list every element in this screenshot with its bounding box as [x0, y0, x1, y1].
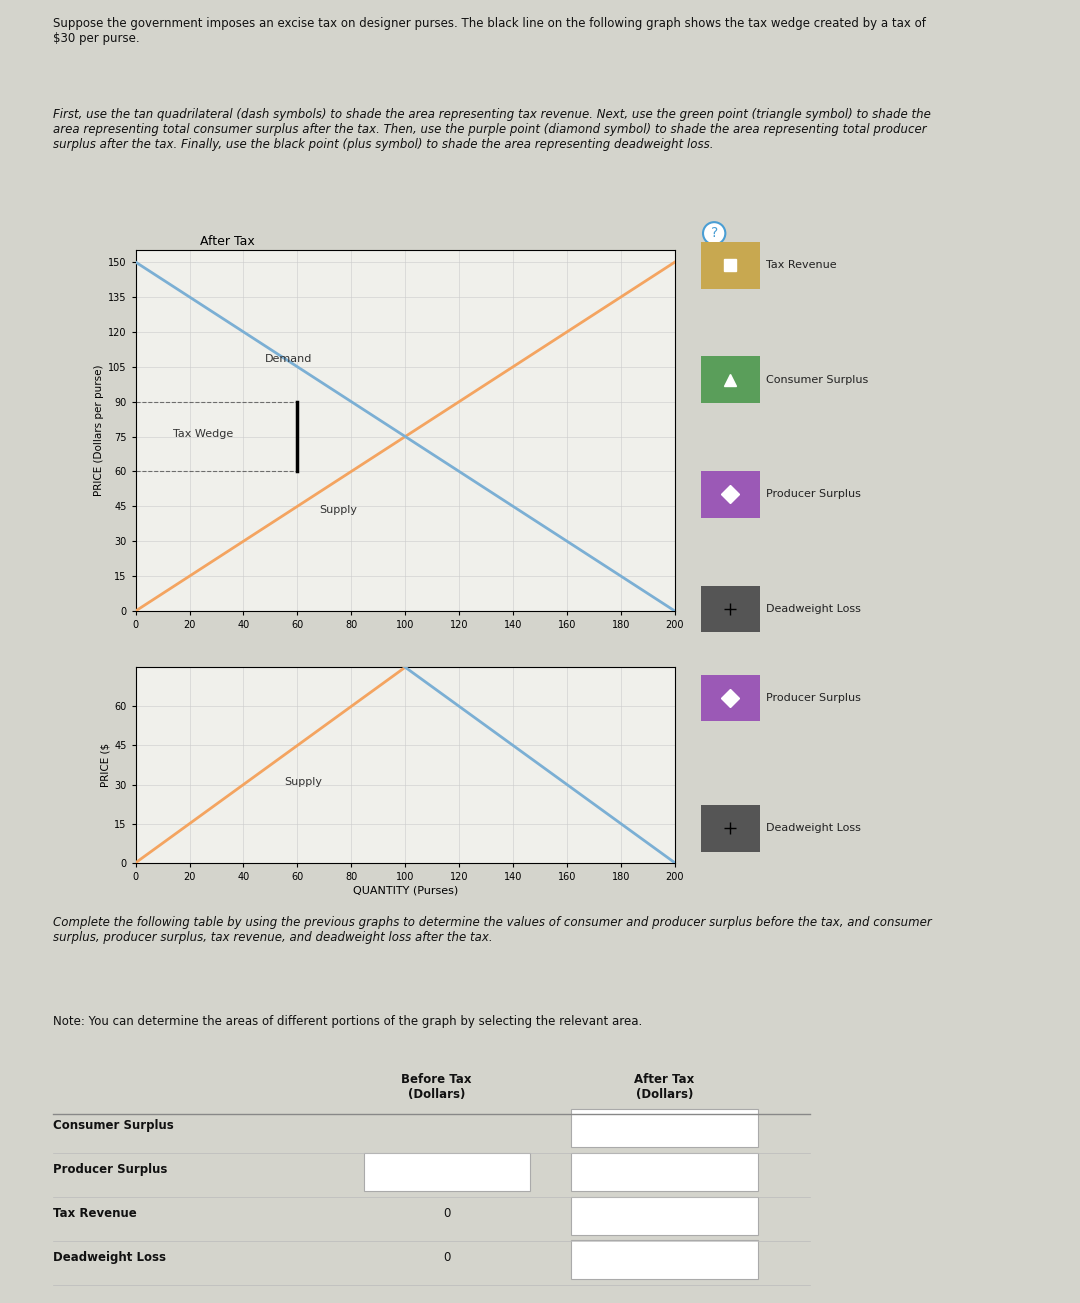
Text: Consumer Surplus: Consumer Surplus	[766, 375, 867, 384]
Text: Tax Wedge: Tax Wedge	[174, 429, 233, 439]
Text: 0: 0	[443, 1207, 450, 1220]
FancyBboxPatch shape	[571, 1240, 758, 1278]
Text: Suppose the government imposes an excise tax on designer purses. The black line : Suppose the government imposes an excise…	[53, 17, 926, 44]
Text: Producer Surplus: Producer Surplus	[53, 1164, 167, 1177]
Y-axis label: PRICE ($: PRICE ($	[100, 743, 110, 787]
Text: Deadweight Loss: Deadweight Loss	[766, 823, 861, 834]
Text: After Tax
(Dollars): After Tax (Dollars)	[634, 1072, 694, 1101]
Text: Deadweight Loss: Deadweight Loss	[766, 605, 861, 614]
Text: Deadweight Loss: Deadweight Loss	[53, 1251, 165, 1264]
FancyBboxPatch shape	[571, 1196, 758, 1235]
Text: Demand: Demand	[265, 354, 312, 364]
Y-axis label: PRICE (Dollars per purse): PRICE (Dollars per purse)	[94, 365, 104, 496]
Text: First, use the tan quadrilateral (dash symbols) to shade the area representing t: First, use the tan quadrilateral (dash s…	[53, 108, 931, 151]
Text: 0: 0	[443, 1251, 450, 1264]
Text: ?: ?	[711, 227, 718, 240]
X-axis label: QUANTITY (Purses): QUANTITY (Purses)	[352, 886, 458, 896]
Text: Producer Surplus: Producer Surplus	[766, 490, 861, 499]
Text: Before Tax
(Dollars): Before Tax (Dollars)	[401, 1072, 472, 1101]
FancyBboxPatch shape	[364, 1153, 529, 1191]
Text: Supply: Supply	[284, 777, 322, 787]
Text: Note: You can determine the areas of different portions of the graph by selectin: Note: You can determine the areas of dif…	[53, 1015, 642, 1028]
Text: Supply: Supply	[319, 506, 357, 515]
Text: Complete the following table by using the previous graphs to determine the value: Complete the following table by using th…	[53, 916, 931, 945]
Text: Tax Revenue: Tax Revenue	[53, 1207, 136, 1220]
Text: Tax Revenue: Tax Revenue	[766, 261, 836, 270]
FancyBboxPatch shape	[571, 1109, 758, 1147]
FancyBboxPatch shape	[571, 1153, 758, 1191]
Text: After Tax: After Tax	[201, 235, 255, 248]
Text: Producer Surplus: Producer Surplus	[766, 693, 861, 704]
Text: Consumer Surplus: Consumer Surplus	[53, 1119, 174, 1132]
